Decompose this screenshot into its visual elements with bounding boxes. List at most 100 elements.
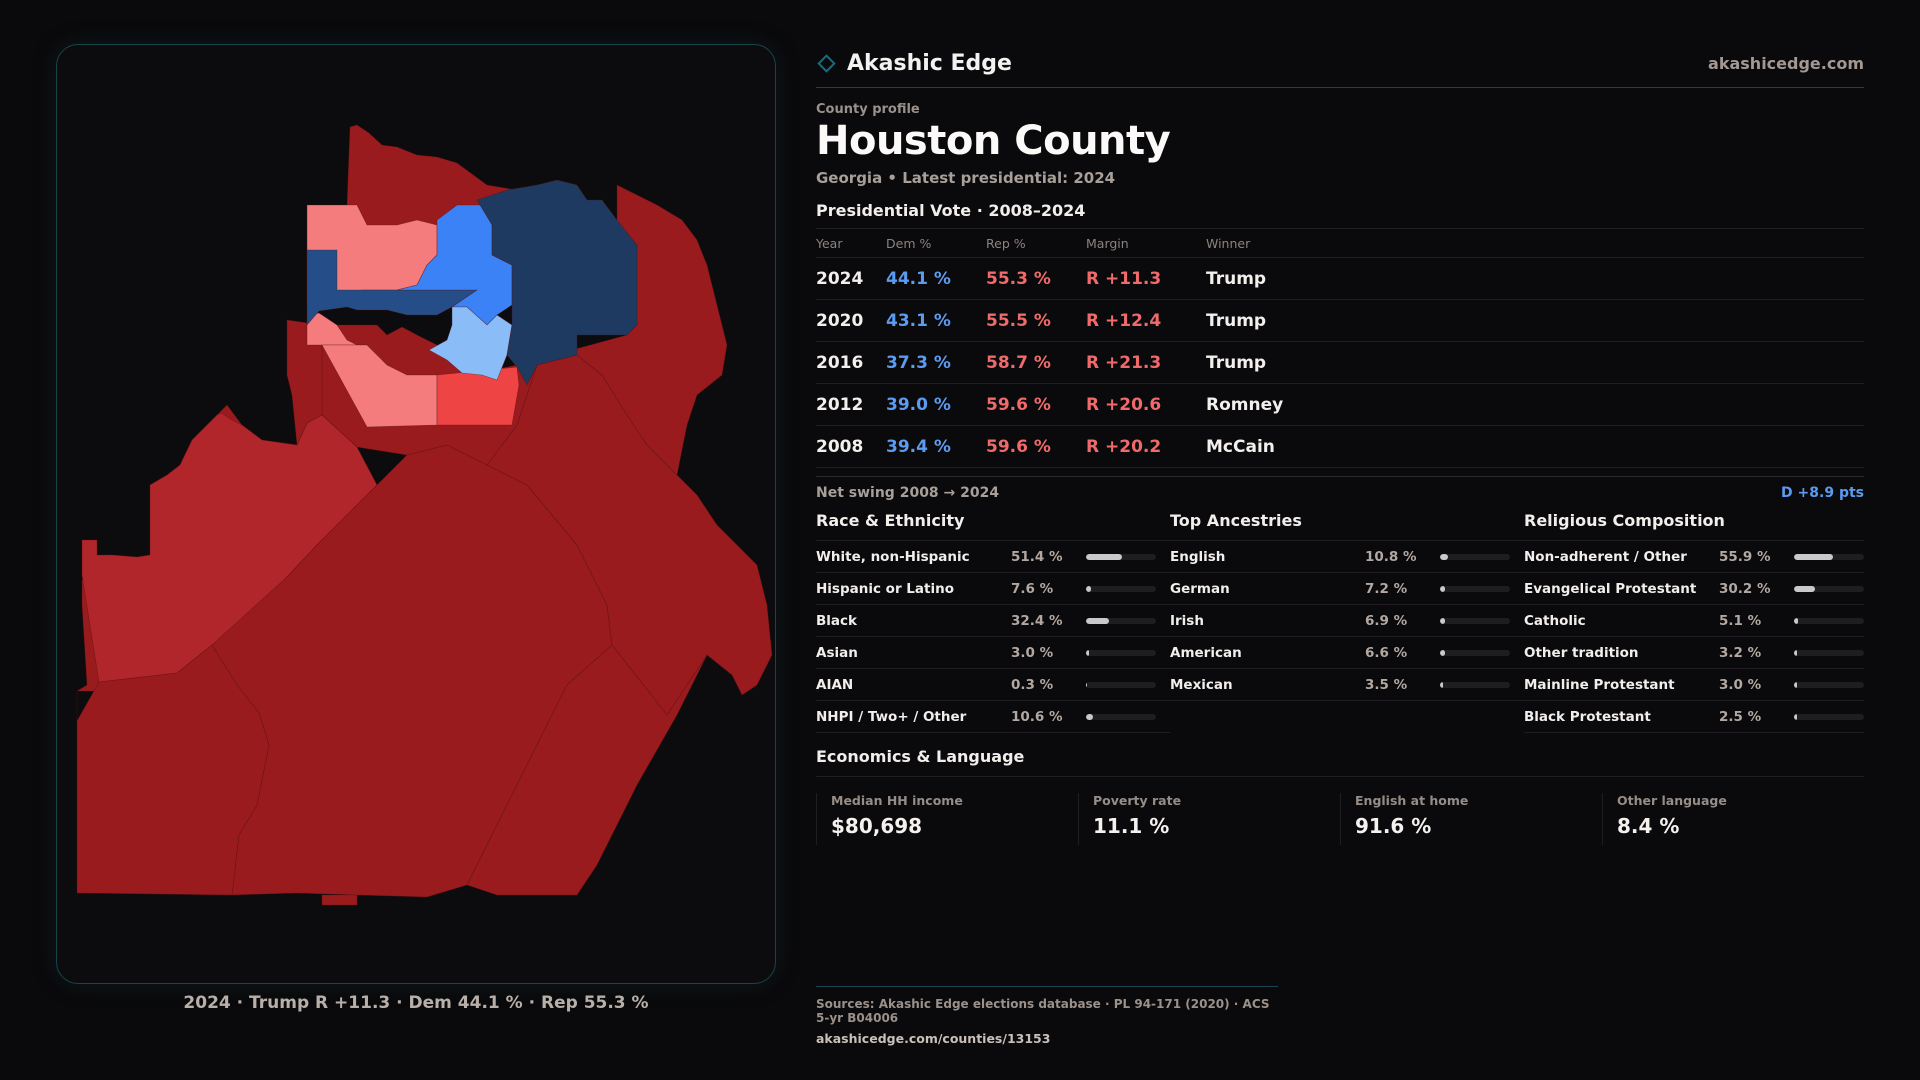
religion-percent: 2.5 % [1719,708,1762,725]
religion-bar-fill [1794,649,1797,656]
race-bar-fill [1086,713,1094,720]
ancestry-row: English 10.8 % [1170,541,1524,573]
religion-bar [1794,649,1864,656]
site-link[interactable]: akashicedge.com [1708,54,1864,73]
ancestry-label: American [1170,644,1242,661]
ancestry-bar-fill [1440,553,1448,560]
vote-cell-year: 2012 [816,383,886,426]
precinct-map-panel [56,44,776,984]
ancestry-row: Irish 6.9 % [1170,605,1524,637]
stat-label: Other language [1617,793,1727,808]
vote-cell-dem: 39.4 % [886,425,986,468]
religion-label: Other tradition [1524,644,1639,661]
ancestry-row: American 6.6 % [1170,637,1524,669]
race-title: Race & Ethnicity [816,511,1170,541]
race-bar-fill [1086,553,1122,560]
precinct-safe-d[interactable] [476,179,638,386]
religion-bar-fill [1794,553,1834,560]
race-bar-fill [1086,649,1089,656]
col-rep: Rep % [986,229,1086,258]
brand[interactable]: Akashic Edge [816,51,1012,76]
precinct-southwest-corner[interactable] [76,644,270,896]
stat-value: $80,698 [831,814,923,838]
religion-title: Religious Composition [1524,511,1864,541]
ancestry-title: Top Ancestries [1170,511,1524,541]
race-percent: 10.6 % [1011,708,1063,725]
race-label: White, non-Hispanic [816,548,970,565]
vote-cell-dem: 39.0 % [886,383,986,426]
vote-cell-winner: McCain [1206,425,1864,468]
precinct-south-pink[interactable] [321,344,438,428]
religion-label: Catholic [1524,612,1586,629]
stat-label: English at home [1355,793,1469,808]
vote-cell-year: 2008 [816,425,886,468]
religion-bar [1794,617,1864,624]
page-title: Houston County [816,118,1171,164]
footer: Sources: Akashic Edge elections database… [816,986,1278,1046]
swing-value: D +8.9 pts [1781,485,1864,501]
col-dem: Dem % [886,229,986,258]
ancestry-bar [1440,649,1510,656]
precinct-sw-pink[interactable] [306,312,358,346]
religion-percent: 3.0 % [1719,676,1762,693]
ancestry-label: Irish [1170,612,1204,629]
precinct-north-west-red[interactable] [286,319,323,447]
vote-row-2020: 2020 43.1 % 55.5 % R +12.4 Trump [816,299,1864,342]
precinct-map [76,124,773,906]
race-row: Hispanic or Latino 7.6 % [816,573,1170,605]
race-label: NHPI / Two+ / Other [816,708,967,725]
race-row: Asian 3.0 % [816,637,1170,669]
stat-value: 11.1 % [1093,814,1170,838]
religion-row: Non-adherent / Other 55.9 % [1524,541,1864,573]
religion-row: Catholic 5.1 % [1524,605,1864,637]
religion-bar [1794,681,1864,688]
vote-cell-rep: 59.6 % [986,383,1086,426]
religion-list: Non-adherent / Other 55.9 % Evangelical Pr… [1524,541,1864,733]
ancestry-row: German 7.2 % [1170,573,1524,605]
race-percent: 7.6 % [1011,580,1054,597]
page-subtitle: Georgia • Latest presidential: 2024 [816,169,1116,187]
race-label: Asian [816,644,858,661]
precinct-tilt-d[interactable] [428,306,513,381]
page-eyebrow: County profile [816,102,920,117]
stat-label: Poverty rate [1093,793,1182,808]
ancestry-percent: 10.8 % [1365,548,1417,565]
race-label: Hispanic or Latino [816,580,954,597]
vote-cell-margin: R +21.3 [1086,341,1206,384]
vote-row-2024: 2024 44.1 % 55.3 % R +11.3 Trump [816,257,1864,300]
vote-cell-margin: R +20.6 [1086,383,1206,426]
precinct-southeast[interactable] [466,644,708,896]
race-row: White, non-Hispanic 51.4 % [816,541,1170,573]
vote-cell-margin: R +20.2 [1086,425,1206,468]
col-year: Year [816,229,886,258]
vote-cell-rep: 55.5 % [986,299,1086,342]
vote-cell-winner: Trump [1206,257,1864,300]
race-bar [1086,585,1156,592]
ancestry-row: Mexican 3.5 % [1170,669,1524,701]
vote-cell-winner: Trump [1206,341,1864,384]
vote-row-2008: 2008 39.4 % 59.6 % R +20.2 McCain [816,425,1864,468]
ancestry-label: English [1170,548,1226,565]
race-bar [1086,649,1156,656]
map-caption: 2024 · Trump R +11.3 · Dem 44.1 % · Rep … [183,993,649,1013]
ancestry-bar-fill [1440,585,1446,592]
presidential-vote-table: Year Dem % Rep % Margin Winner 2024 44.1 … [816,229,1864,468]
county-url[interactable]: akashicedge.com/counties/13153 [816,1031,1051,1046]
vote-cell-year: 2016 [816,341,886,384]
religion-label: Evangelical Protestant [1524,580,1697,597]
race-label: AIAN [816,676,854,693]
precinct-likely-d-west[interactable] [306,249,478,326]
religion-bar [1794,585,1864,592]
ancestry-bar [1440,681,1510,688]
col-margin: Margin [1086,229,1206,258]
brand-name: Akashic Edge [847,51,1012,76]
vote-cell-winner: Trump [1206,299,1864,342]
economics-stats: Median HH income $80,698 Poverty rate 11… [816,793,1864,845]
precinct-lean-red[interactable] [436,366,520,426]
religion-row: Black Protestant 2.5 % [1524,701,1864,733]
sources-text: Sources: Akashic Edge elections database… [816,997,1270,1025]
precinct-south-spur[interactable] [321,894,358,906]
ancestry-label: Mexican [1170,676,1233,693]
ancestry-bar [1440,617,1510,624]
race-bar [1086,713,1156,720]
